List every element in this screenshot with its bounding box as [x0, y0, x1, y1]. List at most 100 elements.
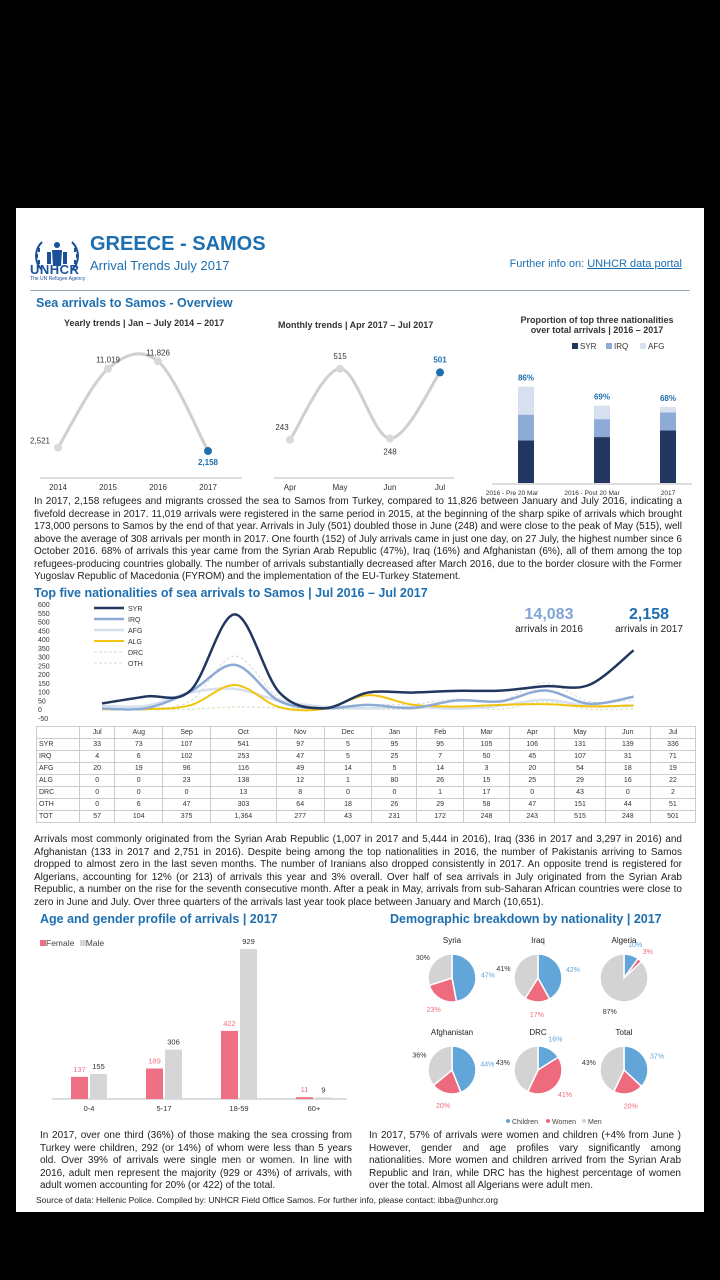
table-cell: 107 — [162, 738, 211, 751]
pie-slice-children — [451, 1045, 477, 1094]
y-tick-label: 600 — [38, 602, 50, 609]
table-cell: 0 — [323, 786, 373, 799]
table-cell: 43 — [554, 786, 606, 799]
female-bar — [71, 1076, 88, 1099]
y-tick-label: 50 — [38, 698, 46, 705]
female-value-label: 422 — [223, 1019, 236, 1028]
table-cell: 231 — [371, 810, 418, 823]
table-row: SYR 33 73 107 541 97 5 95 95 105 106 131 139 336 — [36, 738, 697, 751]
proportion-bar-afg — [518, 386, 534, 415]
table-cell: 1 — [416, 786, 464, 799]
logo-subtext: The UN Refugee Agency — [30, 276, 86, 282]
table-cell: 47 — [162, 798, 211, 811]
table-cell: 104 — [114, 810, 164, 823]
table-cell: 47 — [275, 750, 325, 763]
table-cell: 47 — [509, 798, 556, 811]
table-cell: 33 — [78, 738, 116, 751]
logo-text: UNHCR — [30, 262, 80, 277]
age-gender-chart: 137 155 0-4 189 306 5-17 422 929 18-59 11 960+ — [52, 937, 347, 1113]
y-tick-label: 300 — [38, 655, 50, 662]
proportion-tick-label: 2017 — [661, 490, 676, 497]
table-cell: 243 — [509, 810, 556, 823]
table-month-header: Jun — [604, 726, 651, 739]
male-bar — [90, 1073, 107, 1099]
table-month-header: Feb — [416, 726, 464, 739]
table-cell: 95 — [371, 738, 418, 751]
table-cell: 5 — [371, 762, 418, 775]
y-tick-label: 0 — [38, 707, 42, 714]
table-cell: 23 — [162, 774, 211, 787]
table-cell: 4 — [78, 750, 116, 763]
nationalities-heading: Top five nationalities of sea arrivals t… — [34, 586, 428, 600]
female-value-label: 189 — [148, 1056, 161, 1065]
table-cell: 0 — [114, 774, 164, 787]
table-month-header: May — [554, 726, 606, 739]
pie-percent-label: 37% — [650, 1054, 664, 1061]
table-month-header: Jul — [78, 726, 116, 739]
proportion-bar-afg — [594, 405, 610, 420]
yearly-value-label: 11,826 — [146, 348, 170, 357]
table-cell: 97 — [275, 738, 325, 751]
monthly-point — [286, 435, 294, 444]
nationalities-table: Jul Aug Sep Oct Nov Dec Jan Feb Mar Apr May Jun Jul S… — [36, 726, 697, 823]
table-cell: 20 — [78, 762, 116, 775]
table-cell: 64 — [275, 798, 325, 811]
table-cell: 6 — [114, 750, 164, 763]
table-cell: 248 — [604, 810, 651, 823]
stat-2017-label: arrivals in 2017 — [615, 624, 683, 635]
table-cell: 25 — [371, 750, 418, 763]
male-value-label: 9 — [321, 1086, 325, 1095]
data-portal-link[interactable]: UNHCR data portal — [587, 258, 682, 270]
pie-slice-men — [427, 953, 453, 987]
stat-2016-label: arrivals in 2016 — [515, 624, 583, 635]
overview-heading: Sea arrivals to Samos - Overview — [36, 296, 233, 310]
monthly-tick-label: Apr — [284, 483, 297, 492]
table-cell: 515 — [554, 810, 606, 823]
table-cell: 15 — [462, 774, 511, 787]
table-cell: 22 — [649, 774, 697, 787]
monthly-value-label: 501 — [433, 355, 447, 364]
monthly-line — [288, 367, 442, 441]
table-cell: 25 — [509, 774, 556, 787]
table-cell: 172 — [416, 810, 464, 823]
legend-label-syr: SYR — [128, 606, 142, 613]
table-cell: 151 — [554, 798, 606, 811]
proportion-total-label: 86% — [518, 374, 534, 383]
yearly-tick-label: 2016 — [149, 483, 167, 492]
demographic-paragraph: In 2017, 57% of arrivals were women and … — [369, 1130, 681, 1191]
pie-legend-label: Women — [552, 1119, 576, 1126]
table-cell: 29 — [554, 774, 606, 787]
proportion-legend-swatch — [606, 343, 612, 349]
male-bar — [315, 1097, 332, 1099]
table-cell: 107 — [554, 750, 606, 763]
pie-percent-label: 41% — [496, 966, 510, 973]
proportion-legend-swatch — [640, 343, 646, 349]
table-cell: 0 — [78, 786, 116, 799]
proportion-bar-irq — [518, 414, 534, 441]
legend-label-afg: AFG — [128, 628, 142, 635]
table-cell: 5 — [323, 750, 373, 763]
female-value-label: 11 — [301, 1085, 309, 1094]
pie-title: Syria — [443, 936, 462, 945]
proportion-bar-afg — [660, 406, 676, 413]
yearly-point — [154, 357, 162, 366]
male-bar — [165, 1049, 182, 1099]
table-cell: 116 — [210, 762, 277, 775]
yearly-trends-title: Yearly trends | Jan – July 2014 – 2017 — [64, 318, 225, 328]
table-row: AFG 20 19 96 116 49 14 5 14 3 20 54 18 19 — [36, 762, 697, 775]
table-cell: 58 — [462, 798, 511, 811]
pie-legend-label: Men — [588, 1119, 602, 1126]
table-row: IRQ 4 6 102 253 47 5 25 7 50 45 107 31 71 — [36, 750, 697, 763]
proportion-total-label: 69% — [594, 393, 610, 402]
table-row: ALG 0 0 23 138 12 1 80 26 15 25 29 16 22 — [36, 774, 697, 787]
yearly-value-label: 2,158 — [198, 458, 219, 467]
monthly-point — [436, 368, 444, 377]
proportion-tick-label: 2016 - Pre 20 Mar — [486, 490, 539, 497]
pie-percent-label: 36% — [412, 1053, 426, 1060]
y-tick-label: 400 — [38, 637, 50, 644]
pie-slice-children — [623, 1045, 649, 1088]
table-row-label: TOT — [36, 810, 80, 823]
y-tick-label: -50 — [38, 716, 48, 723]
monthly-point — [386, 434, 394, 443]
